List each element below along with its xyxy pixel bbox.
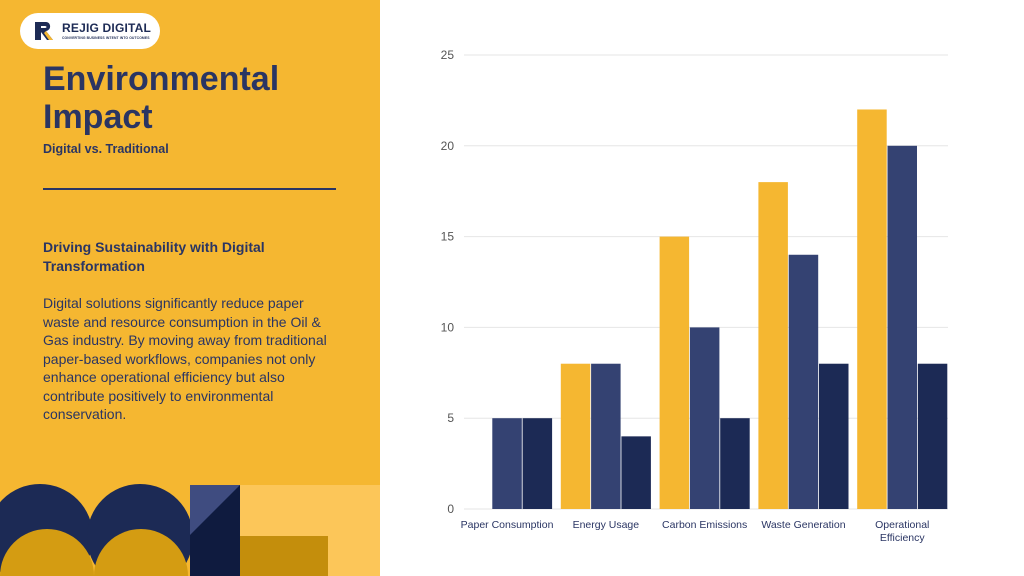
bar [492,418,522,509]
x-tick-label: Operational Efficiency [875,519,929,544]
bar [887,145,917,510]
bar [758,182,788,509]
y-tick-label: 10 [441,320,455,334]
bar [522,418,553,509]
left-panel: REJIG DIGITAL CONVERTING BUSINESS INTENT… [0,0,380,576]
y-tick-label: 15 [441,230,455,244]
chart-svg: 0 5 10 15 20 25 Paper Consumption Energy Usage C… [441,48,948,544]
bar [720,418,750,509]
x-tick-label: Waste Generation [761,519,845,531]
divider [43,188,336,190]
x-tick-label: Paper Consumption [461,519,554,531]
y-tick-label: 25 [441,48,455,62]
decorative-shapes [0,484,380,576]
brand-logo: REJIG DIGITAL CONVERTING BUSINESS INTENT… [20,13,160,49]
bar [819,363,849,509]
bar [659,236,690,509]
brand-name: REJIG DIGITAL [62,21,152,35]
bar [621,436,651,509]
bar [857,109,887,509]
slide-title: Environmental Impact [43,60,280,136]
slide-subtitle: Digital vs. Traditional [43,142,169,156]
bar [917,363,948,509]
y-tick-label: 0 [447,502,454,516]
x-tick-label: Energy Usage [573,519,640,531]
body-text: Digital solutions significantly reduce p… [43,295,327,422]
bar [788,254,819,509]
bar [689,327,720,509]
y-tick-label: 20 [441,139,455,153]
bar [591,363,621,509]
bar [560,363,591,509]
brand-tagline: CONVERTING BUSINESS INTENT INTO OUTCOMES [62,36,150,40]
rejig-logo-icon [35,22,53,40]
section-heading: Driving Sustainability with Digital Tran… [43,239,265,274]
x-tick-label: Carbon Emissions [662,519,747,531]
y-tick-label: 5 [447,411,454,425]
bar-chart: 0 5 10 15 20 25 Paper Consumption Energy Usage C… [400,0,1024,576]
